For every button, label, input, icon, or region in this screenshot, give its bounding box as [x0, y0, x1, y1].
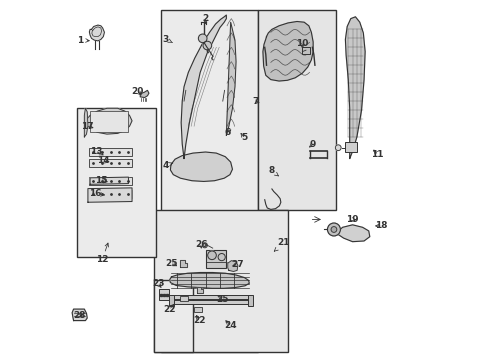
- Bar: [258, 10, 337, 211]
- Text: 27: 27: [231, 260, 244, 269]
- Text: 14: 14: [97, 157, 110, 166]
- Polygon shape: [196, 287, 203, 293]
- Polygon shape: [85, 108, 132, 134]
- Text: 19: 19: [346, 215, 359, 224]
- Text: 23: 23: [152, 279, 165, 288]
- Bar: [345, 142, 357, 152]
- Text: 18: 18: [375, 221, 388, 230]
- Bar: [248, 295, 252, 306]
- Bar: [172, 296, 250, 299]
- Bar: [89, 159, 132, 167]
- Text: 1: 1: [77, 36, 89, 45]
- Bar: [153, 280, 193, 352]
- Text: 10: 10: [296, 39, 309, 48]
- Circle shape: [327, 223, 341, 236]
- Text: 16: 16: [89, 189, 104, 198]
- Polygon shape: [263, 22, 313, 81]
- Text: 28: 28: [73, 311, 86, 320]
- Bar: [205, 250, 226, 268]
- Text: 6: 6: [224, 128, 231, 137]
- Bar: [153, 211, 288, 352]
- Polygon shape: [170, 273, 249, 288]
- Circle shape: [208, 251, 216, 260]
- Circle shape: [218, 253, 225, 261]
- Circle shape: [198, 34, 207, 42]
- Bar: [180, 296, 188, 301]
- Text: 25: 25: [165, 259, 178, 268]
- Polygon shape: [181, 15, 226, 158]
- Text: 8: 8: [268, 166, 278, 176]
- Circle shape: [202, 243, 207, 248]
- Text: 15: 15: [96, 176, 108, 185]
- Circle shape: [331, 226, 337, 232]
- Bar: [89, 177, 132, 185]
- Polygon shape: [89, 25, 104, 41]
- Polygon shape: [90, 177, 128, 184]
- Bar: [172, 300, 250, 304]
- Bar: [159, 289, 169, 300]
- Bar: [89, 148, 132, 156]
- Polygon shape: [180, 260, 187, 267]
- Circle shape: [203, 41, 212, 50]
- Text: 12: 12: [96, 243, 108, 264]
- Text: 20: 20: [131, 86, 144, 95]
- Bar: [194, 307, 202, 312]
- Text: 25: 25: [217, 294, 229, 303]
- Text: 17: 17: [81, 122, 94, 131]
- Bar: [90, 111, 128, 132]
- Polygon shape: [171, 152, 232, 181]
- Polygon shape: [226, 22, 236, 135]
- Text: 26: 26: [195, 240, 207, 249]
- Text: 2: 2: [202, 14, 209, 23]
- Bar: [161, 10, 258, 352]
- Text: 22: 22: [193, 315, 205, 325]
- Text: 24: 24: [224, 321, 237, 330]
- Circle shape: [335, 145, 341, 150]
- Text: 5: 5: [241, 133, 247, 142]
- Text: 9: 9: [310, 140, 317, 149]
- Bar: [302, 47, 310, 54]
- Text: 7: 7: [252, 97, 259, 106]
- Text: 4: 4: [162, 161, 173, 170]
- Polygon shape: [228, 261, 238, 271]
- Text: 11: 11: [371, 150, 384, 159]
- Polygon shape: [337, 225, 370, 242]
- Polygon shape: [88, 188, 132, 202]
- Text: 22: 22: [164, 304, 176, 314]
- Text: 21: 21: [274, 238, 290, 251]
- Polygon shape: [140, 90, 149, 98]
- Text: 13: 13: [90, 147, 103, 156]
- Polygon shape: [84, 108, 88, 137]
- Bar: [77, 108, 156, 257]
- Text: 3: 3: [162, 35, 172, 44]
- Bar: [170, 295, 173, 306]
- Polygon shape: [345, 17, 365, 158]
- Polygon shape: [72, 309, 87, 320]
- Bar: [89, 190, 132, 198]
